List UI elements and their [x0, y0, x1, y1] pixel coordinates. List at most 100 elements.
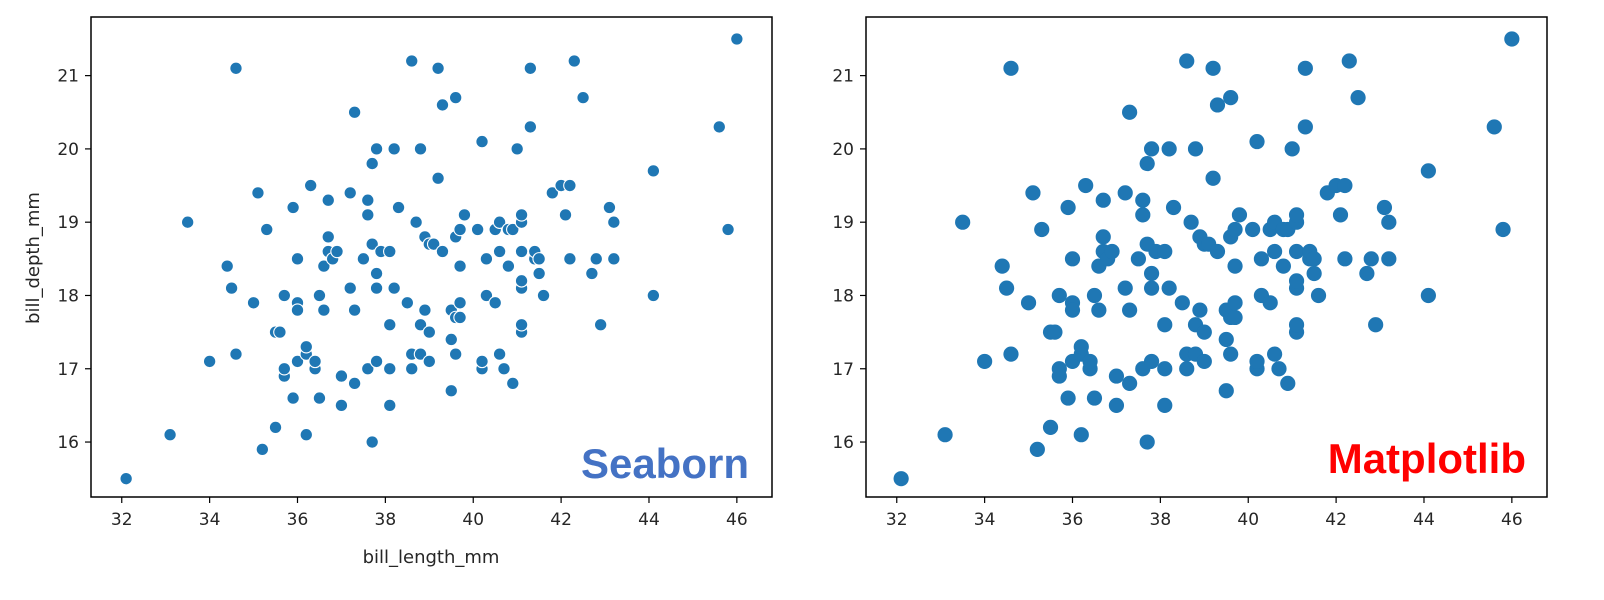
seaborn-data-point	[730, 32, 744, 46]
matplotlib-data-point	[1161, 280, 1177, 296]
matplotlib-data-point	[1297, 119, 1313, 135]
seaborn-x-axis-label: bill_length_mm	[363, 547, 500, 568]
seaborn-data-point	[308, 354, 322, 369]
matplotlib-data-point	[1073, 339, 1089, 355]
seaborn-data-point	[259, 222, 274, 237]
seaborn-data-point	[290, 354, 305, 369]
matplotlib-data-point	[1139, 155, 1155, 172]
matplotlib-data-point	[1086, 390, 1103, 406]
seaborn-data-point	[290, 252, 305, 266]
matplotlib-data-point	[1253, 251, 1270, 267]
matplotlib-data-point	[1249, 133, 1265, 150]
matplotlib-data-point	[1245, 221, 1261, 238]
seaborn-data-point	[448, 90, 463, 105]
seaborn-data-point	[413, 318, 428, 332]
seaborn-data-point	[721, 222, 735, 237]
seaborn-x-tick-label: 44	[638, 510, 660, 530]
seaborn-data-point	[602, 200, 617, 215]
seaborn-data-point	[563, 178, 577, 193]
matplotlib-data-point	[1249, 353, 1265, 370]
seaborn-data-point	[431, 171, 445, 185]
seaborn-data-point	[347, 376, 362, 391]
matplotlib-x-tick-label: 34	[974, 510, 996, 530]
seaborn-data-point	[383, 398, 397, 413]
seaborn-data-point	[422, 325, 437, 339]
matplotlib-data-point	[994, 258, 1010, 274]
seaborn-data-point	[334, 398, 349, 413]
matplotlib-scatter-panel: 32 34 36 38 40 42 44 46 16 17 18 19 20 21 Matplotlib	[832, 16, 1548, 530]
seaborn-data-point	[532, 252, 546, 266]
matplotlib-data-point	[1122, 104, 1138, 120]
matplotlib-data-point	[1095, 229, 1111, 245]
seaborn-data-point	[268, 420, 283, 435]
seaborn-data-point	[312, 288, 327, 303]
seaborn-data-point	[347, 105, 362, 120]
matplotlib-data-point	[1073, 427, 1089, 443]
matplotlib-x-tick-label: 36	[1062, 510, 1084, 530]
seaborn-data-point	[312, 391, 327, 405]
seaborn-data-point	[387, 142, 401, 156]
matplotlib-data-point	[1341, 53, 1357, 69]
matplotlib-data-point	[1376, 199, 1393, 216]
matplotlib-data-point	[1051, 287, 1067, 304]
seaborn-data-point	[286, 200, 300, 215]
seaborn-data-point	[453, 310, 467, 325]
seaborn-data-point	[453, 222, 467, 237]
matplotlib-data-point	[1337, 251, 1353, 267]
matplotlib-points	[893, 31, 1520, 487]
seaborn-data-point	[163, 427, 177, 442]
seaborn-data-point	[589, 252, 604, 266]
seaborn-data-point	[514, 274, 529, 288]
matplotlib-data-point	[1297, 60, 1313, 76]
seaborn-y-tick-label: 16	[57, 433, 79, 453]
matplotlib-data-point	[1165, 199, 1182, 216]
seaborn-data-point	[514, 208, 529, 222]
seaborn-data-point	[479, 252, 494, 266]
matplotlib-data-point	[1288, 207, 1305, 223]
matplotlib-data-point	[1262, 295, 1278, 311]
seaborn-data-point	[369, 354, 384, 369]
seaborn-y-tick-label: 19	[57, 213, 79, 233]
seaborn-x-tick-label: 46	[726, 510, 748, 530]
matplotlib-data-point	[1095, 192, 1111, 208]
matplotlib-data-point	[1227, 258, 1243, 274]
matplotlib-data-point	[1306, 251, 1322, 267]
seaborn-data-point	[545, 186, 560, 200]
seaborn-y-tick-label: 20	[57, 140, 79, 160]
seaborn-data-point	[365, 156, 379, 171]
seaborn-data-point	[435, 98, 450, 112]
matplotlib-data-point	[1139, 434, 1155, 450]
seaborn-x-tick-label: 36	[287, 510, 309, 530]
seaborn-y-tick-label: 18	[57, 286, 79, 306]
matplotlib-data-point	[1209, 97, 1226, 113]
matplotlib-x-tick-label: 38	[1150, 510, 1172, 530]
seaborn-data-point	[251, 186, 265, 200]
seaborn-data-point	[361, 208, 375, 222]
matplotlib-data-point	[1223, 90, 1239, 106]
seaborn-data-point	[229, 347, 243, 361]
seaborn-data-point	[246, 296, 261, 310]
seaborn-data-point	[409, 215, 423, 229]
matplotlib-data-point	[1280, 375, 1296, 392]
matplotlib-data-point	[1082, 353, 1098, 370]
seaborn-x-tick-label: 38	[375, 510, 397, 530]
seaborn-data-point	[712, 120, 727, 134]
matplotlib-x-tick-label: 42	[1325, 510, 1347, 530]
seaborn-data-point	[220, 259, 234, 273]
seaborn-data-point	[488, 296, 502, 310]
matplotlib-data-point	[955, 214, 971, 230]
seaborn-data-point	[506, 222, 520, 237]
matplotlib-plot-frame	[865, 16, 1548, 498]
seaborn-data-point	[444, 383, 459, 398]
seaborn-data-point	[523, 120, 538, 134]
seaborn-data-point	[479, 288, 494, 303]
matplotlib-data-point	[1284, 141, 1300, 157]
seaborn-scatter-panel: 32 34 36 38 40 42 44 46 16 17 18 19 20 21 bill_length…	[23, 16, 773, 568]
matplotlib-data-point	[1350, 90, 1366, 106]
seaborn-data-point	[347, 303, 362, 317]
matplotlib-data-point	[1179, 361, 1195, 377]
matplotlib-data-point	[1029, 441, 1045, 457]
seaborn-data-point	[229, 61, 243, 76]
matplotlib-data-point	[1078, 177, 1094, 194]
seaborn-data-point	[202, 354, 217, 369]
